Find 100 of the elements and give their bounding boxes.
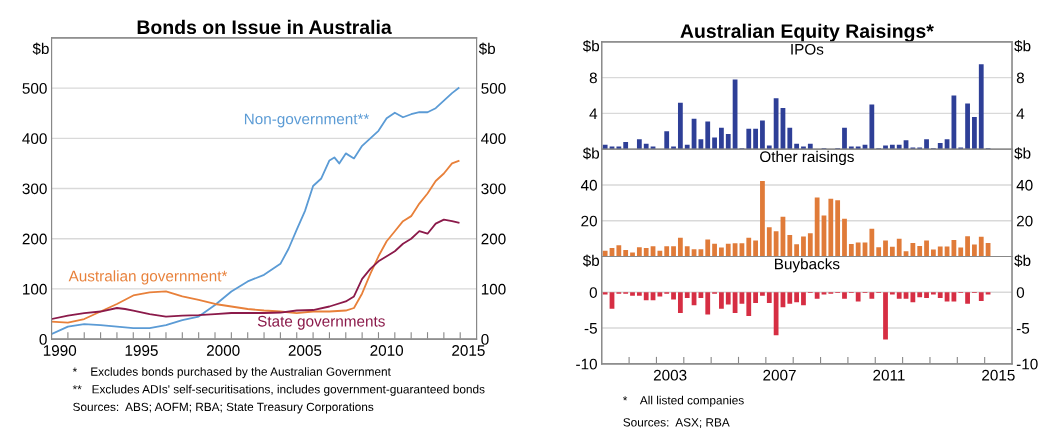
x-tick-label: 1990 — [43, 345, 77, 356]
y-tick-label: 0 — [589, 287, 597, 298]
source-note: Sources: ABS; AOFM; RBA; State Treasury Corporations — [73, 402, 374, 414]
bar — [869, 104, 875, 150]
bar — [855, 242, 861, 257]
y-tick-label: -10 — [576, 358, 597, 370]
y-axis-title: $b — [582, 147, 600, 160]
bar — [930, 249, 936, 257]
chart-subtitle: Other raisings — [760, 150, 854, 166]
bar — [917, 245, 923, 257]
bar — [937, 142, 943, 150]
bar — [801, 236, 806, 257]
bar — [705, 239, 711, 257]
bar — [910, 242, 916, 257]
y2-tick-label: 300 — [481, 183, 506, 195]
bar — [972, 244, 977, 257]
bar — [760, 120, 765, 150]
bar — [965, 103, 970, 150]
y-tick-label: 0 — [39, 334, 47, 345]
bar — [958, 247, 964, 257]
x-tick-label: 2015 — [982, 369, 1015, 381]
bar — [746, 128, 752, 150]
y2-tick-label: -5 — [1016, 323, 1030, 334]
bar — [787, 127, 793, 150]
bar — [937, 246, 943, 257]
bar — [965, 236, 970, 257]
x-tick-label: 2005 — [288, 345, 322, 356]
bar — [616, 245, 622, 257]
y-tick-label: 40 — [580, 179, 597, 191]
y-tick-label: 200 — [22, 233, 47, 245]
bar — [828, 198, 834, 257]
y2-tick-label: 200 — [481, 233, 506, 245]
y2-tick-label: 8 — [1016, 72, 1025, 84]
series-label: Australian government* — [68, 270, 228, 285]
bar — [924, 139, 929, 150]
text: ** Excludes ADIs' self-securitisations, includes government-guaranteed bonds — [72, 384, 485, 396]
y-tick-label: -5 — [584, 323, 597, 334]
y2-tick-label: 4 — [1016, 108, 1025, 119]
series-label: Non-government** — [244, 113, 370, 128]
bar — [725, 133, 731, 150]
line-series — [51, 87, 460, 336]
y2-tick-label: 400 — [481, 133, 506, 145]
bar — [896, 238, 902, 257]
bar — [712, 137, 717, 150]
chart-subtitle: Buybacks — [775, 258, 840, 273]
y2-tick-label: 20 — [1016, 215, 1033, 227]
x-tick-label: 2007 — [763, 369, 796, 381]
y2-axis-title: $b — [1014, 39, 1031, 53]
source-note: Sources: ASX; RBA — [623, 418, 730, 428]
chart-title: Bonds on Issue in Australia — [137, 19, 392, 35]
bar — [842, 127, 847, 150]
x-tick-label: 2000 — [206, 345, 240, 356]
bar — [602, 144, 608, 150]
bar — [876, 247, 882, 257]
bar — [712, 243, 717, 257]
bar — [978, 64, 984, 150]
bar — [869, 228, 875, 257]
bar — [636, 139, 642, 150]
y-axis-title: $b — [32, 42, 49, 55]
bar — [848, 244, 854, 257]
y-tick-label: 500 — [22, 82, 47, 94]
series-label: State governments — [257, 315, 385, 330]
bar — [794, 143, 800, 150]
bar — [835, 200, 841, 257]
y-tick-label: 20 — [581, 215, 597, 227]
bar — [978, 236, 984, 257]
bar — [773, 231, 779, 257]
bar — [664, 246, 670, 257]
y2-tick-label: 0 — [481, 334, 489, 345]
text: * Excludes bonds purchased by the Australian Government — [72, 367, 391, 379]
bar — [746, 237, 752, 257]
bar — [705, 121, 711, 150]
y2-tick-label: 40 — [1016, 179, 1033, 191]
x-tick-label: 2003 — [653, 369, 687, 381]
bar — [807, 143, 813, 150]
y2-axis-title: $b — [478, 42, 496, 55]
bar — [602, 250, 608, 257]
y-axis-title: $b — [582, 254, 600, 267]
y2-tick-label: 500 — [481, 82, 506, 94]
bar — [896, 144, 902, 150]
x-tick-label: 1995 — [125, 345, 158, 356]
y2-axis-title: $b — [1014, 254, 1031, 267]
bar — [725, 243, 731, 257]
bar — [684, 246, 690, 257]
bar — [657, 250, 663, 257]
bar — [787, 234, 793, 257]
bar — [719, 127, 724, 150]
bar — [889, 144, 895, 150]
bar — [643, 143, 649, 150]
bar — [972, 117, 977, 150]
bar — [889, 246, 895, 257]
x-tick-label: 2015 — [452, 345, 485, 356]
y-axis-title: $b — [582, 39, 600, 53]
bar — [677, 237, 683, 257]
bar — [842, 218, 847, 257]
y-tick-label: 400 — [22, 133, 47, 145]
bar — [753, 240, 758, 257]
bar — [794, 244, 800, 257]
bar — [814, 197, 820, 257]
bar — [643, 248, 649, 257]
